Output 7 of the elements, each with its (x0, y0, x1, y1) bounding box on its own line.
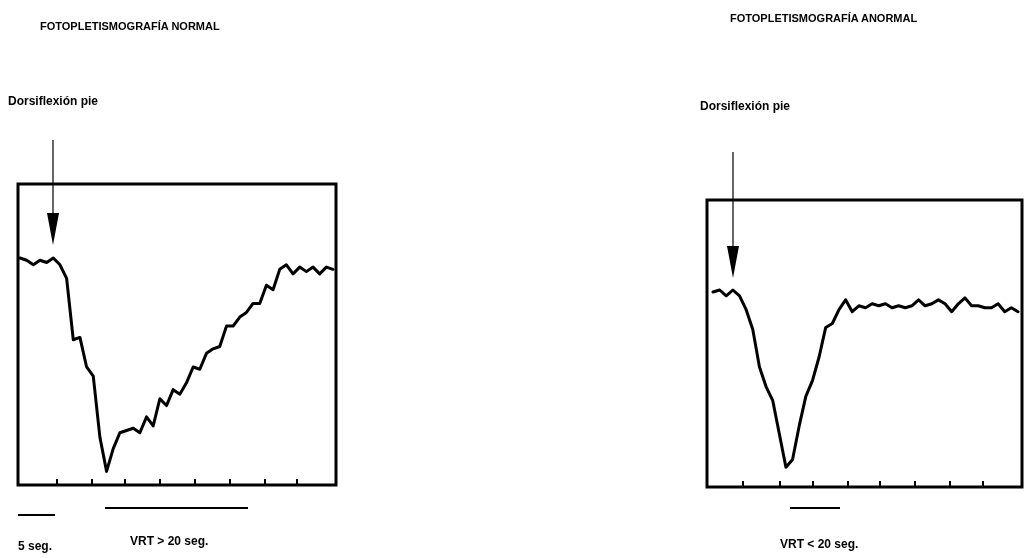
chart-title: FOTOPLETISMOGRAFÍA ANORMAL (730, 12, 918, 24)
text: Dorsiflexión pie (8, 94, 99, 108)
text: 5 seg. (18, 539, 53, 553)
chart-title: FOTOPLETISMOGRAFÍA NORMAL (40, 20, 220, 32)
text: VRT > 20 seg. (130, 534, 209, 548)
text: VRT < 20 seg. (780, 537, 859, 551)
text: Dorsiflexión pie (700, 99, 791, 113)
